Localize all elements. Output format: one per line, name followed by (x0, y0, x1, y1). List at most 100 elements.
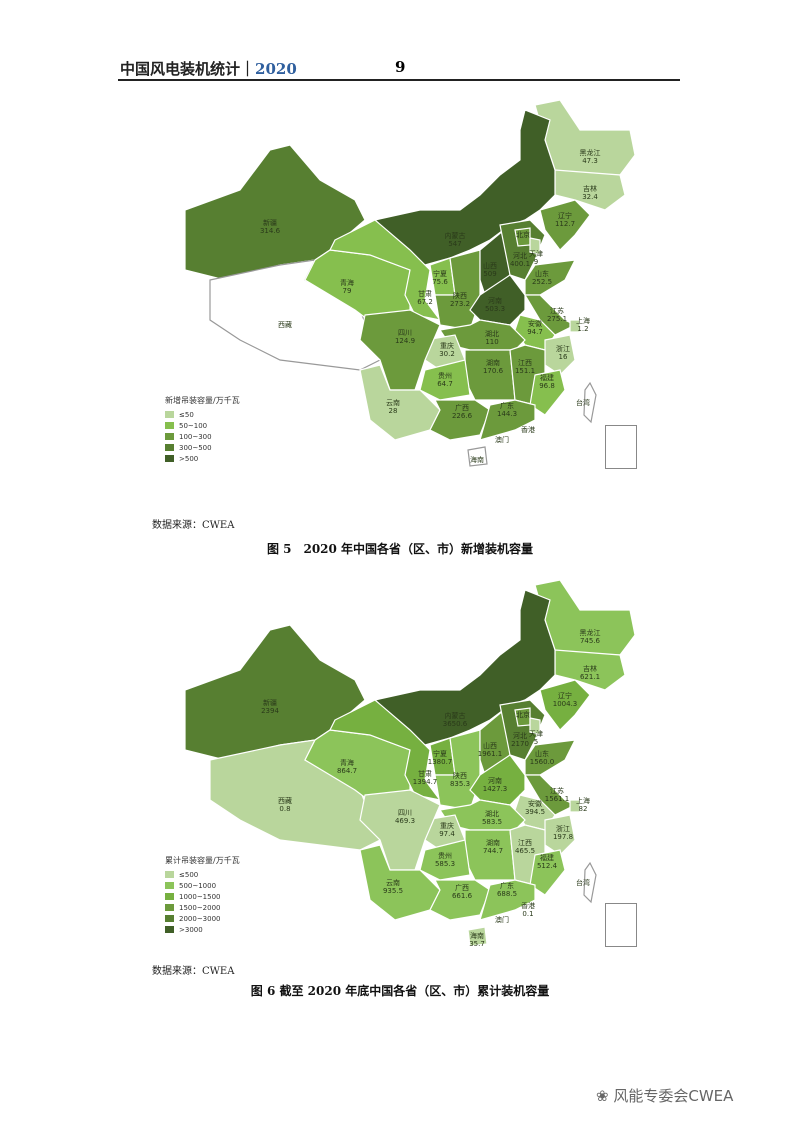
province-value: 35.7 (469, 940, 485, 948)
province-name: 香港 (521, 426, 535, 434)
province-value: 96.8 (539, 382, 555, 390)
province-name: 湖南 (485, 839, 500, 847)
province-value: 151.1 (514, 367, 536, 375)
province-label: 吉林 32.4 (582, 185, 598, 201)
province-name: 江西 (517, 839, 532, 847)
province-label: 湖南 744.7 (483, 839, 503, 855)
province-value: 30.2 (439, 350, 455, 358)
province-value: 197.8 (552, 833, 574, 841)
province-value: 170.6 (482, 367, 504, 375)
province-name: 贵州 (437, 852, 452, 860)
province-value: 2170 (511, 740, 529, 748)
province-value: 400.1 (509, 260, 531, 268)
province-value: 1561.1 (544, 795, 570, 803)
province-name: 云南 (386, 399, 400, 407)
province-label: 青海 864.7 (337, 759, 357, 775)
province-name: 湖南 (485, 359, 500, 367)
province-value: 94.7 (527, 328, 543, 336)
province-label: 内蒙古 547 (445, 232, 466, 248)
legend-item: 300~500 (165, 442, 240, 453)
province-label: 安徽 394.5 (525, 800, 545, 816)
province-label: 黑龙江 47.3 (580, 149, 601, 165)
province-name: 江西 (517, 359, 532, 367)
province-label: 河南 1427.3 (483, 777, 508, 793)
province-name: 河北 (512, 732, 527, 740)
province-value: 864.7 (336, 767, 358, 775)
province-label: 四川 469.3 (395, 809, 415, 825)
province-label: 河北 2170 (511, 732, 529, 748)
province-name: 福建 (540, 374, 554, 382)
province-label: 安徽 94.7 (527, 320, 543, 336)
province-label: 辽宁 1004.3 (553, 692, 578, 708)
province-name: 宁夏 (433, 750, 447, 758)
province-value: 112.7 (554, 220, 576, 228)
legend-item: 50~100 (165, 420, 240, 431)
province-label: 北京 (516, 711, 530, 719)
page-number: 9 (395, 58, 406, 76)
map-legend: 新增吊装容量/万千瓦 ≤50 50~100 100~300 300~500 >500 (165, 395, 240, 464)
province-28 (429, 879, 491, 921)
province-map (184, 580, 636, 947)
legend-swatch (165, 411, 174, 418)
legend-item: >3000 (165, 924, 240, 935)
province-label: 宁夏 1380.7 (428, 750, 453, 766)
province-value: 1004.3 (552, 700, 578, 708)
province-name: 浙江 (556, 345, 570, 353)
province-value: 1394.7 (412, 778, 438, 786)
province-7 (329, 699, 442, 801)
province-label: 福建 96.8 (539, 374, 555, 390)
province-value: 67.2 (417, 298, 433, 306)
header-rule (118, 79, 680, 81)
province-15 (469, 274, 526, 326)
province-value: 314.6 (259, 227, 281, 235)
province-value: 469.3 (394, 817, 416, 825)
province-label: 广东 144.3 (497, 402, 517, 418)
province-name: 重庆 (440, 822, 454, 830)
province-label: 宁夏 75.6 (432, 270, 448, 286)
legend-swatch (165, 926, 174, 933)
running-header: 中国风电装机统计｜2020 (120, 58, 297, 79)
province-label: 广西 226.6 (452, 404, 472, 420)
province-26 (419, 839, 471, 881)
legend-title: 新增吊装容量/万千瓦 (165, 396, 240, 405)
province-value: 935.5 (382, 887, 404, 895)
province-name: 新疆 (262, 699, 277, 707)
province-name: 甘肃 (418, 770, 432, 778)
province-name: 黑龙江 (579, 629, 601, 637)
province-name: 陕西 (452, 772, 467, 780)
province-name: 内蒙古 (444, 232, 466, 240)
province-name: 澳门 (495, 436, 509, 444)
province-value: 275.1 (546, 315, 568, 323)
province-32 (467, 926, 488, 947)
province-label: 甘肃 67.2 (417, 290, 433, 306)
province-label: 江西 151.1 (515, 359, 535, 375)
province-name: 青海 (340, 279, 354, 287)
province-name: 吉林 (583, 185, 597, 193)
province-13 (529, 717, 541, 736)
province-name: 广东 (499, 882, 514, 890)
province-label: 重庆 30.2 (439, 342, 455, 358)
province-label: 广西 661.6 (452, 884, 472, 900)
province-17 (569, 799, 581, 813)
province-name: 澳门 (495, 916, 509, 924)
province-value: 16 (558, 353, 568, 361)
header-title: 中国风电装机统计｜ (120, 60, 256, 78)
province-5 (209, 259, 381, 371)
province-name: 山西 (483, 742, 497, 750)
province-value: 28 (388, 407, 398, 415)
province-15 (469, 754, 526, 806)
province-label: 澳门 (495, 436, 509, 444)
legend-label: 300~500 (179, 443, 212, 452)
province-value: 124.9 (394, 337, 416, 345)
figure-6-caption: 图 6 截至 2020 年底中国各省（区、市）累计装机容量 (250, 984, 550, 998)
province-label: 湖南 170.6 (483, 359, 503, 375)
province-value: 226.6 (451, 412, 473, 420)
province-label: 甘肃 1394.7 (413, 770, 438, 786)
province-label: 台湾 (576, 399, 590, 407)
header-year: 2020 (255, 60, 297, 78)
province-25 (529, 849, 566, 896)
province-value: 0.8 (279, 805, 291, 813)
province-label: 山东 1560.0 (530, 750, 555, 766)
province-label: 香港 (521, 426, 535, 434)
province-value: 9 (533, 258, 539, 266)
